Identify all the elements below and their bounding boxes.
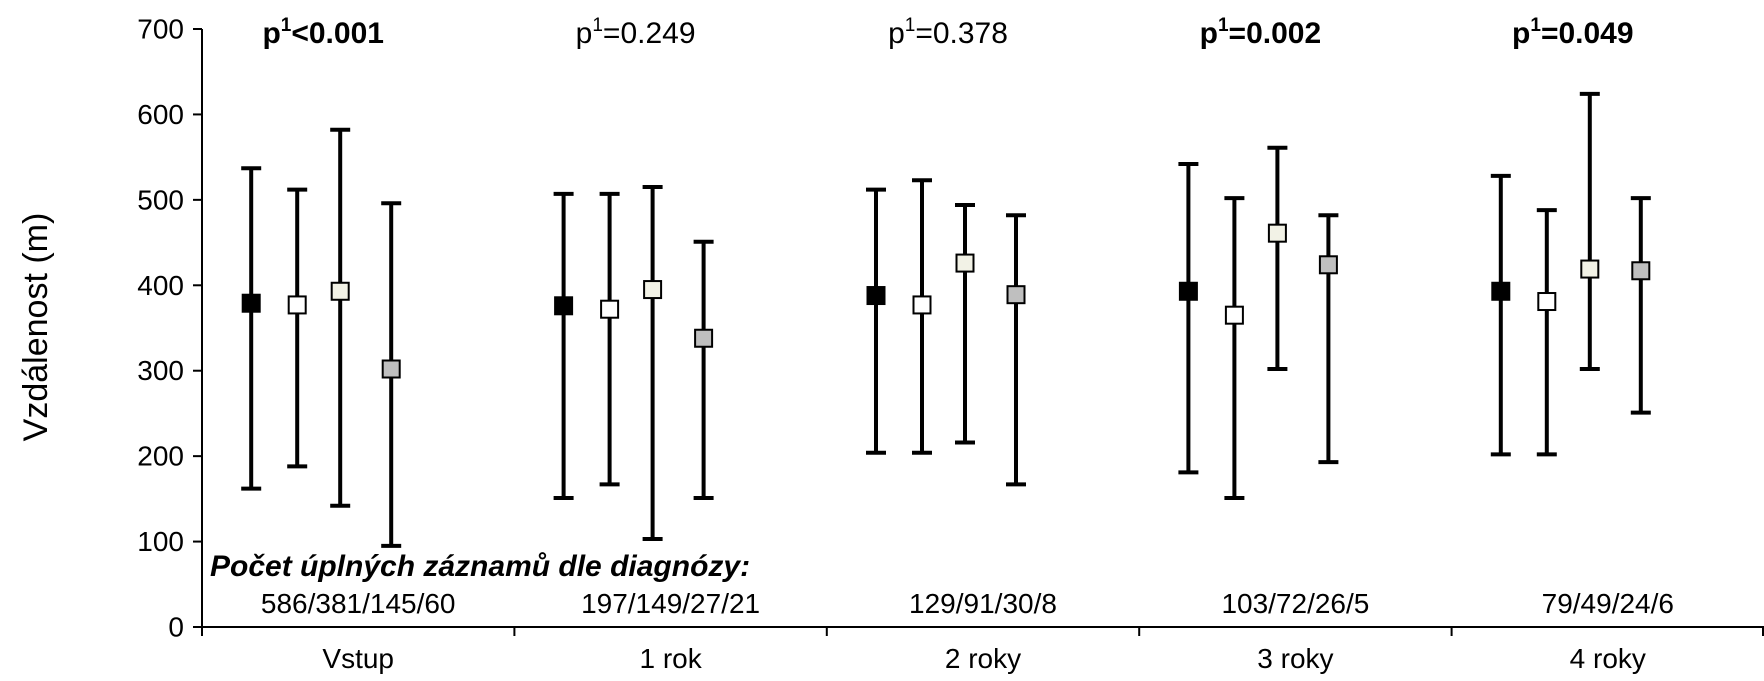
y-tick-label: 600: [137, 99, 184, 130]
count-label: 103/72/26/5: [1221, 588, 1369, 619]
data-point-marker: [600, 299, 620, 319]
y-tick-label: 0: [168, 612, 184, 643]
data-point-marker: [1318, 255, 1338, 275]
error-bar-point: [553, 191, 574, 501]
p-value-labels: p1<0.001 p1=0.249 p1=0.378 p1=0.002 p1=0.049: [262, 15, 1633, 50]
data-point-marker: [643, 280, 663, 300]
error-bar-point: [1224, 196, 1245, 501]
error-bar-point: [1318, 213, 1339, 465]
x-tick-label: 3 roky: [1257, 643, 1333, 674]
data-point-marker: [330, 281, 350, 301]
data-point-marker: [866, 286, 886, 306]
error-bar-point: [1006, 213, 1026, 487]
p-value-label: p1=0.049: [1512, 15, 1634, 50]
p-value-label: p1=0.002: [1200, 15, 1322, 50]
y-tick-label: 500: [137, 184, 184, 215]
y-tick-label: 200: [137, 441, 184, 472]
data-point-marker: [955, 253, 975, 273]
data-point-marker: [1491, 281, 1511, 301]
data-point-marker: [1006, 285, 1026, 305]
count-label: 129/91/30/8: [909, 588, 1057, 619]
error-bar-point: [866, 187, 886, 455]
y-tick-label: 100: [137, 526, 184, 557]
error-bar-point: [1490, 173, 1511, 457]
error-bar-point: [287, 187, 308, 469]
error-bar-point: [642, 185, 663, 542]
data-point-marker: [287, 295, 307, 315]
data-point-marker: [1224, 305, 1244, 325]
y-axis-title: Vzdálenost (m): [17, 213, 55, 442]
data-point-marker: [1267, 223, 1287, 243]
x-tick-label: 4 roky: [1570, 643, 1646, 674]
x-tick-label: Vstup: [322, 643, 394, 674]
error-bar-point: [1630, 196, 1651, 415]
data-point-marker: [1178, 281, 1198, 301]
error-bar-point: [1178, 161, 1199, 475]
data-point-marker: [381, 359, 401, 379]
p-value-label: p1<0.001: [262, 15, 384, 50]
data-point-marker: [241, 293, 261, 313]
error-bar-point: [1536, 208, 1557, 457]
x-tick-label: 1 rok: [639, 643, 702, 674]
error-bar-point: [912, 178, 932, 455]
y-tick-label: 300: [137, 355, 184, 386]
error-bar-point: [241, 166, 262, 491]
data-point-marker: [1537, 292, 1557, 312]
x-axis: Vstup 1 rok 2 roky 3 roky 4 roky: [201, 626, 1764, 674]
count-label: 197/149/27/21: [581, 588, 760, 619]
error-bar-point: [693, 239, 714, 501]
data-point-marker: [1631, 261, 1651, 281]
error-bar-point: [955, 202, 975, 445]
data-point-marker: [1580, 259, 1600, 279]
count-label: 586/381/145/60: [261, 588, 456, 619]
count-label: 79/49/24/6: [1542, 588, 1674, 619]
error-bar-point: [330, 127, 351, 508]
p-value-label: p1=0.378: [888, 15, 1008, 50]
data-marks: [241, 91, 1651, 548]
error-bar-point: [1267, 145, 1288, 372]
error-bar-point: [1579, 91, 1600, 372]
counts-labels: 586/381/145/60 197/149/27/21 129/91/30/8 10…: [261, 588, 1674, 619]
p-value-label: p1=0.249: [576, 15, 696, 50]
data-point-marker: [554, 296, 574, 316]
y-axis: 0 100 200 300 400 500 600 700: [137, 14, 203, 643]
y-tick-label: 400: [137, 270, 184, 301]
error-bar-point: [599, 191, 620, 487]
x-tick-label: 2 roky: [945, 643, 1021, 674]
y-tick-label: 700: [137, 14, 184, 45]
counts-title: Počet úplných záznamů dle diagnózy:: [210, 550, 750, 583]
data-point-marker: [694, 328, 714, 348]
data-point-marker: [912, 295, 932, 315]
error-bar-point: [381, 201, 402, 548]
